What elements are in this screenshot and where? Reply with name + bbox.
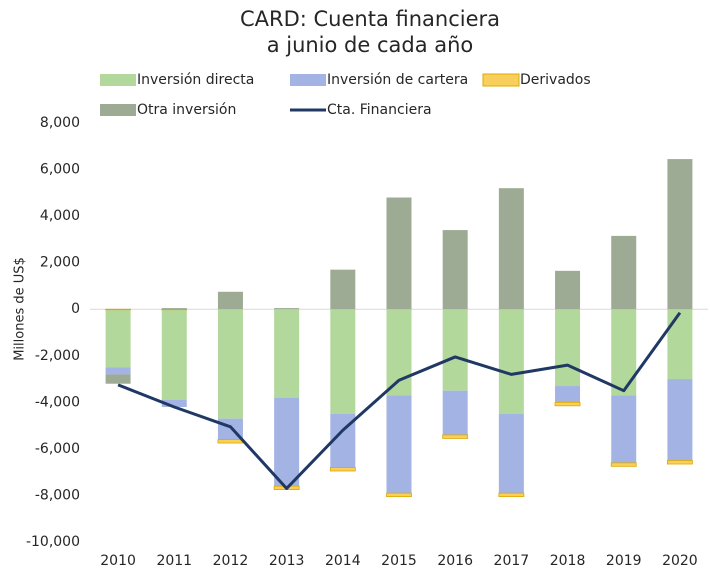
x-tick-label: 2010 (100, 553, 136, 569)
y-tick-label: -10,000 (26, 534, 80, 550)
bar-segment (386, 395, 412, 494)
legend-label: Otra inversión (137, 102, 236, 118)
bar-segment (330, 309, 356, 414)
chart-title: a junio de cada año (267, 33, 474, 57)
y-tick-label: -6,000 (35, 441, 80, 457)
legend-label: Cta. Financiera (327, 102, 432, 118)
bar-segment (555, 309, 581, 387)
bar-segment (498, 188, 524, 310)
bar-segment (667, 460, 693, 465)
x-tick-label: 2019 (606, 553, 642, 569)
bar-segment (161, 400, 187, 407)
bar-segment (274, 309, 300, 398)
legend-label: Inversión de cartera (327, 72, 468, 88)
bar-segment (611, 395, 637, 463)
y-tick-label: -4,000 (35, 394, 80, 410)
y-tick-label: -8,000 (35, 487, 80, 503)
bar-segment (442, 230, 468, 310)
bar-segment (667, 159, 693, 310)
bar-segment (667, 379, 693, 461)
bar-segment (442, 434, 469, 439)
bar-segment (554, 401, 581, 407)
bar-segment (386, 309, 412, 396)
bar-segment (217, 439, 244, 444)
bar-segment (330, 269, 356, 310)
bar-segment (667, 309, 693, 380)
bar-segment (442, 309, 468, 391)
chart-title: CARD: Cuenta financiera (240, 7, 500, 31)
x-tick-label: 2012 (213, 553, 249, 569)
x-tick-label: 2014 (325, 553, 361, 569)
legend-swatch (482, 73, 520, 87)
bar-segment (386, 197, 412, 310)
legend-swatch (100, 104, 136, 116)
x-tick-label: 2015 (381, 553, 417, 569)
bar-segment (274, 308, 300, 310)
bar-segment (498, 413, 524, 494)
x-tick-label: 2011 (156, 553, 192, 569)
y-tick-label: 6,000 (40, 162, 80, 178)
bar-segment (555, 270, 581, 310)
bar-segment (105, 374, 131, 384)
legend-label: Inversión directa (137, 72, 254, 88)
bar-segment (105, 308, 131, 311)
bar-segment (329, 467, 356, 472)
x-tick-label: 2018 (550, 553, 586, 569)
bar-segment (161, 308, 187, 310)
x-tick-label: 2020 (662, 553, 698, 569)
bar-segment (105, 309, 131, 368)
bar-segment (498, 492, 525, 498)
bar-segment (217, 291, 243, 310)
x-tick-label: 2013 (269, 553, 305, 569)
legend-swatch (100, 74, 136, 86)
y-tick-label: 0 (71, 301, 80, 317)
y-tick-label: 4,000 (40, 208, 80, 224)
bar-segment (611, 235, 637, 310)
bar-segment (161, 309, 187, 401)
bar-segment (161, 308, 188, 311)
legend-label: Derivados (520, 72, 591, 88)
line-series (117, 311, 682, 490)
bar-segment (274, 397, 300, 487)
y-tick-label: 8,000 (40, 115, 80, 131)
y-tick-label: -2,000 (35, 348, 80, 364)
bar-segment (611, 309, 637, 396)
bar-segment (442, 390, 468, 435)
bar-segment (610, 462, 637, 467)
x-tick-label: 2017 (494, 553, 530, 569)
x-tick-label: 2016 (437, 553, 473, 569)
y-tick-label: 2,000 (40, 255, 80, 271)
bar-segment (498, 309, 524, 414)
y-axis-label: Millones de US$ (13, 257, 28, 361)
bar-segment (555, 386, 581, 403)
bar-segment (217, 309, 243, 419)
legend-swatch (290, 74, 326, 86)
bar-segment (105, 367, 131, 375)
bar-segment (386, 492, 412, 498)
